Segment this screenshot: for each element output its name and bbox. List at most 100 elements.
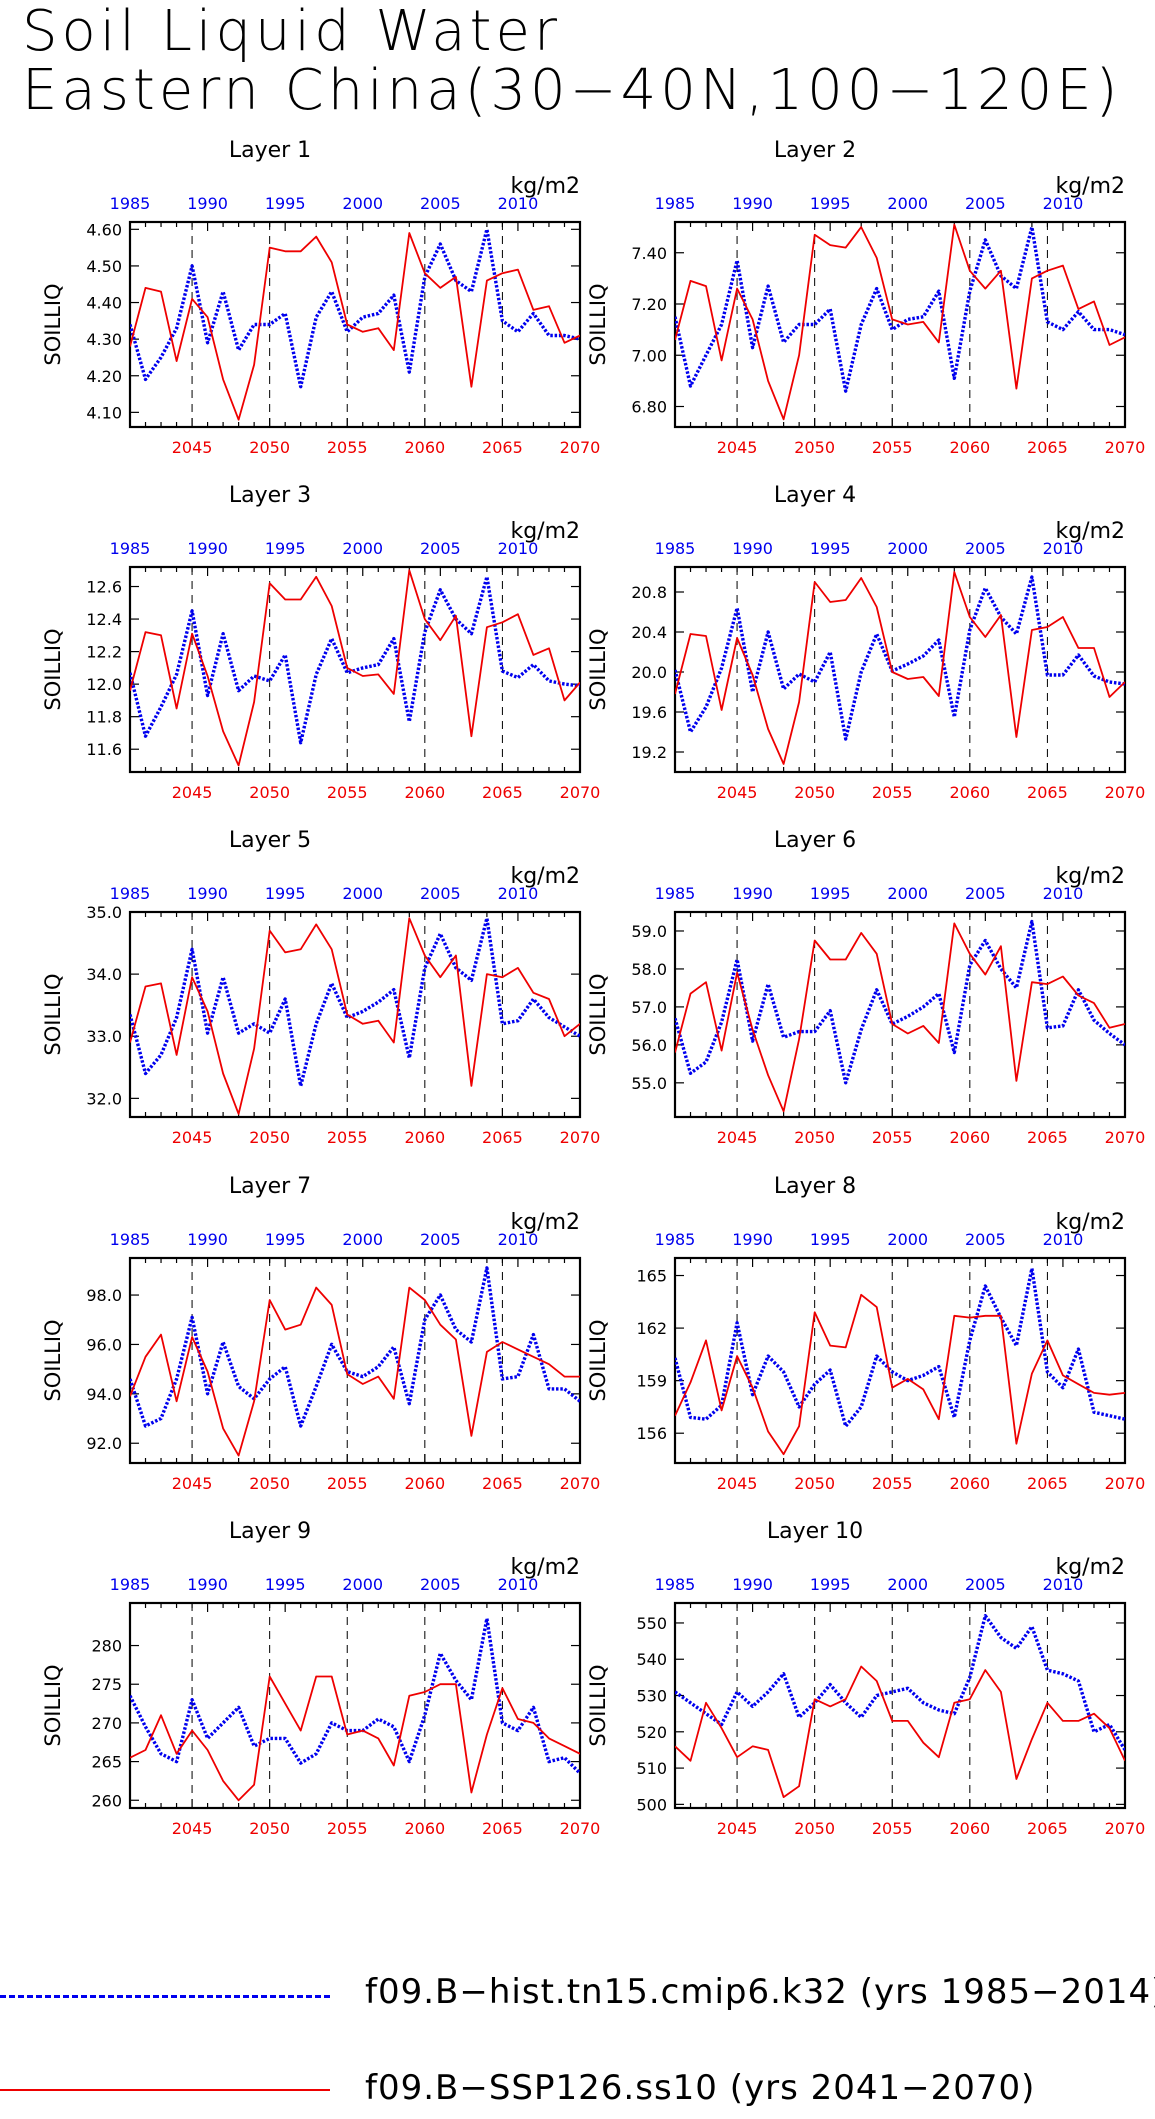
x-bottom-tick-label: 2050 <box>794 438 835 457</box>
series-line-hist <box>675 225 1125 393</box>
x-top-tick-label: 2005 <box>420 1230 461 1249</box>
y-tick-label: 162 <box>636 1319 667 1338</box>
x-top-tick-label: 1990 <box>187 1230 228 1249</box>
x-top-tick-label: 1985 <box>655 1230 696 1249</box>
y-tick-label: 35.0 <box>86 903 122 922</box>
x-bottom-tick-label: 2045 <box>717 1128 758 1147</box>
y-tick-label: 265 <box>91 1753 122 1772</box>
x-top-tick-label: 2005 <box>965 194 1006 213</box>
x-top-tick-label: 2000 <box>342 539 383 558</box>
y-tick-label: 58.0 <box>631 960 667 979</box>
x-top-tick-label: 2000 <box>887 1230 928 1249</box>
x-top-tick-label: 2010 <box>1043 1575 1084 1594</box>
x-bottom-tick-label: 2045 <box>172 438 213 457</box>
x-top-tick-label: 2010 <box>498 1230 539 1249</box>
x-top-tick-label: 1990 <box>187 194 228 213</box>
series-line-ssp <box>675 1665 1125 1798</box>
x-bottom-tick-label: 2055 <box>327 1819 368 1838</box>
x-bottom-tick-label: 2070 <box>560 783 601 802</box>
x-bottom-tick-label: 2070 <box>560 1819 601 1838</box>
y-tick-label: 4.10 <box>86 403 122 422</box>
x-top-tick-label: 2005 <box>420 194 461 213</box>
x-top-tick-label: 1985 <box>655 884 696 903</box>
panel-title: Layer 10 <box>767 1519 863 1544</box>
y-axis-label: SOILLIQ <box>41 1319 65 1401</box>
x-top-tick-label: 2005 <box>965 1575 1006 1594</box>
x-top-tick-label: 2000 <box>887 884 928 903</box>
y-tick-label: 20.4 <box>631 623 667 642</box>
x-bottom-tick-label: 2050 <box>794 1819 835 1838</box>
x-top-tick-label: 2010 <box>498 1575 539 1594</box>
panel-title: Layer 7 <box>229 1174 311 1199</box>
plot-frame <box>128 565 582 774</box>
x-bottom-tick-label: 2065 <box>1027 1819 1068 1838</box>
y-tick-label: 56.0 <box>631 1036 667 1055</box>
legend-ssp-line <box>0 2089 330 2091</box>
x-top-tick-label: 2010 <box>1043 194 1084 213</box>
unit-label: kg/m2 <box>1055 1210 1125 1235</box>
panel-2: Layer 2 kg/m2 2045 2050 2055 2060 2065 2070 1985… <box>586 138 1145 457</box>
panel-3: Layer 3 kg/m2 2045 2050 2055 2060 2065 2070 1985… <box>41 483 600 802</box>
y-tick-label: 260 <box>91 1791 122 1810</box>
y-axis-label: SOILLIQ <box>586 973 610 1055</box>
series-line-hist <box>675 1613 1125 1751</box>
x-top-tick-label: 1990 <box>187 884 228 903</box>
x-top-tick-label: 2005 <box>420 884 461 903</box>
x-top-tick-label: 2010 <box>498 884 539 903</box>
x-bottom-tick-label: 2055 <box>872 438 913 457</box>
plot-frame <box>673 1601 1127 1810</box>
x-bottom-tick-label: 2060 <box>404 1128 445 1147</box>
y-tick-label: 4.60 <box>86 220 122 239</box>
x-bottom-tick-label: 2045 <box>172 1819 213 1838</box>
x-bottom-tick-label: 2055 <box>327 438 368 457</box>
y-axis-label: SOILLIQ <box>41 1664 65 1746</box>
figure-title-line1: Soil Liquid Water <box>22 0 561 64</box>
y-tick-label: 20.8 <box>631 583 667 602</box>
y-tick-label: 4.30 <box>86 330 122 349</box>
x-bottom-tick-label: 2045 <box>717 783 758 802</box>
x-top-tick-label: 2005 <box>420 539 461 558</box>
panel-4: Layer 4 kg/m2 2045 2050 2055 2060 2065 2070 1985… <box>586 483 1145 802</box>
x-bottom-tick-label: 2060 <box>404 783 445 802</box>
panel-title: Layer 5 <box>229 828 311 853</box>
y-tick-label: 4.50 <box>86 257 122 276</box>
plot-frame <box>128 910 582 1119</box>
x-top-tick-label: 2010 <box>1043 884 1084 903</box>
series-line-ssp <box>675 571 1125 765</box>
x-top-tick-label: 1995 <box>810 539 851 558</box>
y-axis-label: SOILLIQ <box>586 1319 610 1401</box>
x-bottom-tick-label: 2065 <box>482 1819 523 1838</box>
series-line-ssp <box>130 1286 580 1457</box>
series-line-hist <box>675 919 1125 1085</box>
y-tick-label: 270 <box>91 1714 122 1733</box>
panel-10: Layer 10 kg/m2 2045 2050 2055 2060 2065 2070 198… <box>586 1519 1145 1838</box>
x-bottom-tick-label: 2070 <box>560 438 601 457</box>
x-bottom-tick-label: 2055 <box>327 1128 368 1147</box>
panel-title: Layer 1 <box>229 138 311 163</box>
series-line-hist <box>130 1266 580 1428</box>
y-tick-label: 510 <box>636 1759 667 1778</box>
x-top-tick-label: 2000 <box>887 539 928 558</box>
y-tick-label: 94.0 <box>86 1385 122 1404</box>
x-top-tick-label: 1995 <box>810 194 851 213</box>
x-top-tick-label: 2005 <box>965 539 1006 558</box>
panel-title: Layer 8 <box>774 1174 856 1199</box>
unit-label: kg/m2 <box>1055 519 1125 544</box>
x-bottom-tick-label: 2065 <box>482 1474 523 1493</box>
x-top-tick-label: 1990 <box>732 1230 773 1249</box>
x-top-tick-label: 2000 <box>342 194 383 213</box>
x-bottom-tick-label: 2065 <box>482 1128 523 1147</box>
y-axis-label: SOILLIQ <box>41 973 65 1055</box>
y-tick-label: 96.0 <box>86 1335 122 1354</box>
y-tick-label: 11.6 <box>86 740 122 759</box>
series-line-ssp <box>130 569 580 767</box>
unit-label: kg/m2 <box>510 1210 580 1235</box>
y-tick-label: 34.0 <box>86 965 122 984</box>
x-top-tick-label: 1995 <box>810 1230 851 1249</box>
x-top-tick-label: 1985 <box>110 1230 151 1249</box>
x-bottom-tick-label: 2060 <box>949 1474 990 1493</box>
x-bottom-tick-label: 2065 <box>1027 1128 1068 1147</box>
x-bottom-tick-label: 2055 <box>327 783 368 802</box>
y-tick-label: 55.0 <box>631 1074 667 1093</box>
